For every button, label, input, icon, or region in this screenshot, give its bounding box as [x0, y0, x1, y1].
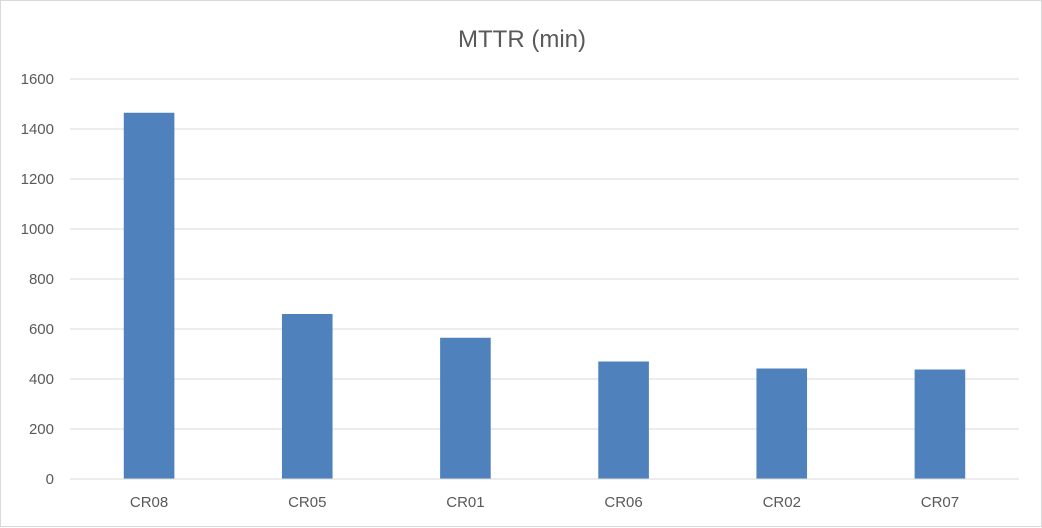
- x-tick-label: CR02: [763, 494, 801, 511]
- y-tick-label: 800: [29, 271, 54, 288]
- bar-cr02: [756, 368, 808, 479]
- y-tick-label: 0: [46, 471, 54, 488]
- y-tick-label: 400: [29, 371, 54, 388]
- bar-cr06: [598, 361, 649, 479]
- bars: [123, 112, 966, 479]
- y-axis-ticks: 0 200 400 600 800 1000 1200 1400 1600: [21, 71, 54, 488]
- y-tick-label: 1600: [21, 71, 54, 88]
- x-tick-label: CR08: [130, 494, 168, 511]
- bar-cr08: [123, 112, 175, 479]
- x-tick-label: CR01: [446, 494, 484, 511]
- y-tick-label: 1200: [21, 171, 54, 188]
- bar-cr01: [440, 337, 491, 479]
- bar-cr05: [281, 314, 333, 479]
- grid-lines: [70, 78, 1019, 430]
- y-tick-label: 1400: [21, 121, 54, 138]
- bar-cr07: [914, 369, 966, 479]
- x-tick-label: CR07: [921, 494, 959, 511]
- y-tick-label: 600: [29, 321, 54, 338]
- x-tick-label: CR05: [288, 494, 326, 511]
- y-tick-label: 200: [29, 421, 54, 438]
- x-tick-label: CR06: [604, 494, 642, 511]
- x-axis-ticks: CR08 CR05 CR01 CR06 CR02 CR07: [130, 494, 959, 511]
- y-tick-label: 1000: [21, 221, 54, 238]
- chart-title: MTTR (min): [458, 26, 586, 53]
